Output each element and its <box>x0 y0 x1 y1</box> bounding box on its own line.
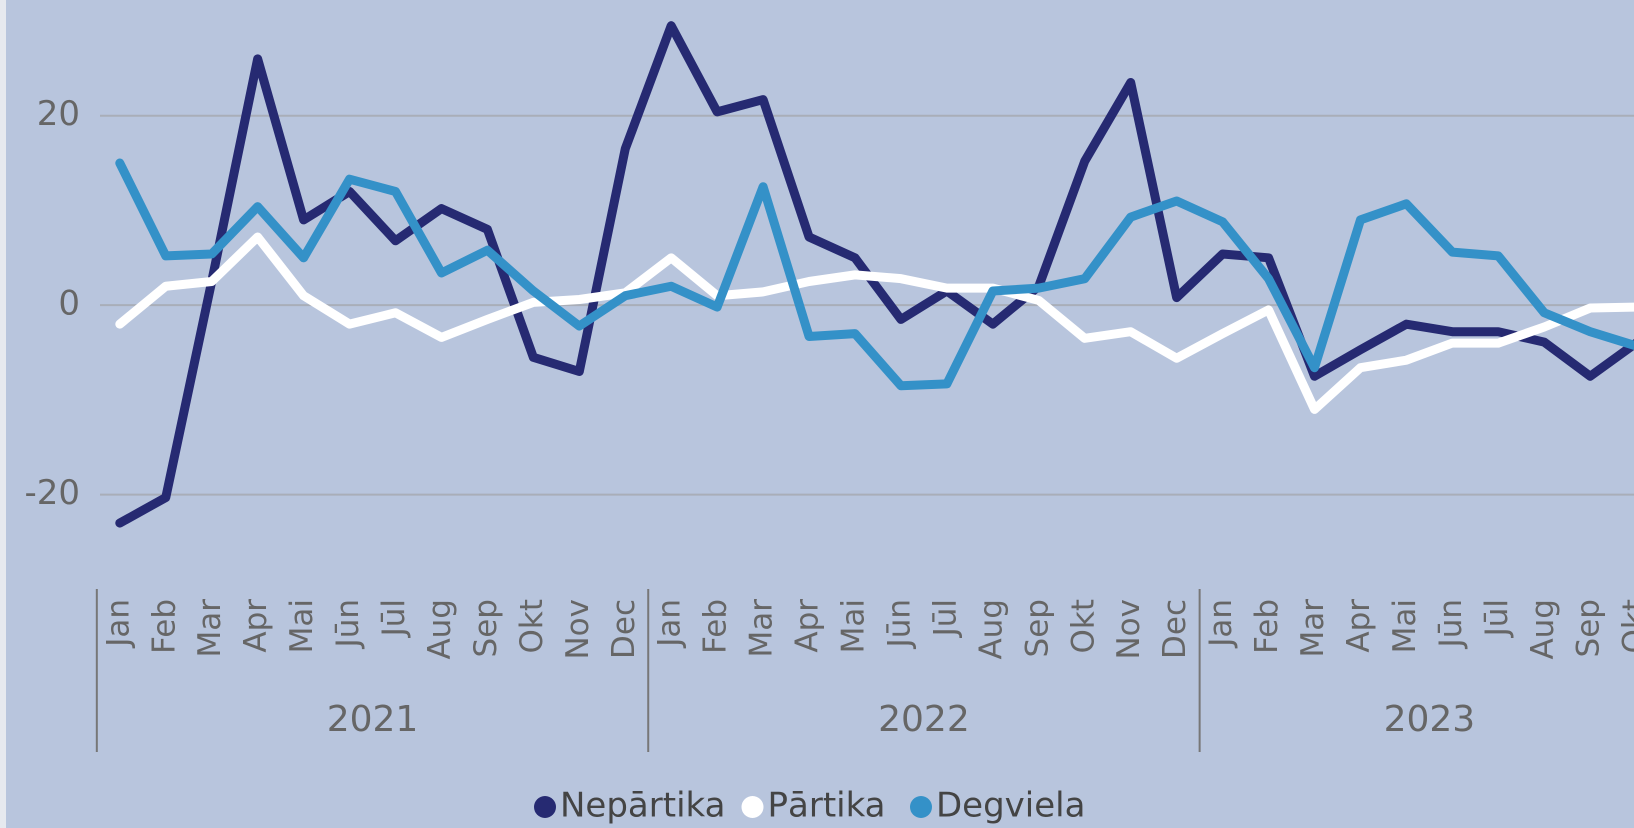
x-tick-label: Feb <box>1249 599 1285 654</box>
x-tick-label: Feb <box>698 599 734 654</box>
x-tick-label: Dec <box>1157 599 1193 659</box>
x-tick-label: Mai <box>836 599 872 653</box>
year-label: 2023 <box>1384 699 1476 740</box>
x-tick-label: Mai <box>284 599 320 653</box>
y-tick-label: -20 <box>24 473 80 513</box>
x-tick-label: Mar <box>1295 599 1331 658</box>
series-line <box>115 21 1634 528</box>
legend-label: Nepārtika <box>560 786 725 826</box>
x-tick-label: Jūn <box>330 599 366 649</box>
series-line <box>115 158 1634 391</box>
legend-marker <box>534 796 556 818</box>
year-label: 2021 <box>327 699 419 740</box>
x-tick-label: Apr <box>1341 599 1377 653</box>
x-tick-label: Jūl <box>927 599 963 638</box>
grid: -20 0 20 <box>24 94 1634 513</box>
x-tick-label: Sep <box>1019 599 1055 657</box>
x-tick-label: Jūl <box>376 599 412 638</box>
legend-label: Degviela <box>936 786 1085 826</box>
x-tick-label: Jan <box>100 599 136 649</box>
y-tick-label: 20 <box>37 94 80 134</box>
x-tick-label: Mai <box>1387 599 1423 653</box>
x-tick-label: Aug <box>422 599 458 660</box>
year-label: 2022 <box>878 699 970 740</box>
x-tick-label: Jan <box>652 599 688 649</box>
x-tick-label: Dec <box>606 599 642 659</box>
y-tick-label: 0 <box>58 284 80 324</box>
x-tick-label: Sep <box>468 599 504 657</box>
x-tick-label: Jūl <box>1479 599 1515 638</box>
x-axis: Jan Feb Mar Apr Mai Jūn Jūl Aug Sep Okt Nov Dec2021… <box>95 589 1634 752</box>
x-tick-label: Apr <box>790 599 826 653</box>
legend-label: Pārtika <box>768 786 886 826</box>
series-line <box>115 232 1634 414</box>
x-tick-label: Okt <box>514 599 550 654</box>
x-tick-label: Jūn <box>1433 599 1469 649</box>
legend-marker <box>741 796 764 818</box>
x-tick-label: Sep <box>1571 599 1607 657</box>
lines <box>115 21 1634 528</box>
x-tick-label: Jan <box>1203 599 1239 649</box>
x-tick-label: Jūn <box>881 599 917 649</box>
x-tick-label: Mar <box>192 599 228 658</box>
x-tick-label: Nov <box>560 599 596 660</box>
x-tick-label: Okt <box>1617 599 1634 654</box>
left-edge <box>0 0 6 828</box>
legend: Nepārtika Pārtika Degviela <box>534 786 1085 826</box>
x-tick-label: Feb <box>146 599 182 654</box>
x-tick-label: Mar <box>744 599 780 658</box>
x-tick-label: Aug <box>973 599 1009 660</box>
x-tick-label: Aug <box>1525 599 1561 660</box>
legend-marker <box>910 796 932 818</box>
x-tick-label: Apr <box>238 599 274 653</box>
x-tick-label: Okt <box>1065 599 1101 654</box>
x-tick-label: Nov <box>1111 599 1147 660</box>
